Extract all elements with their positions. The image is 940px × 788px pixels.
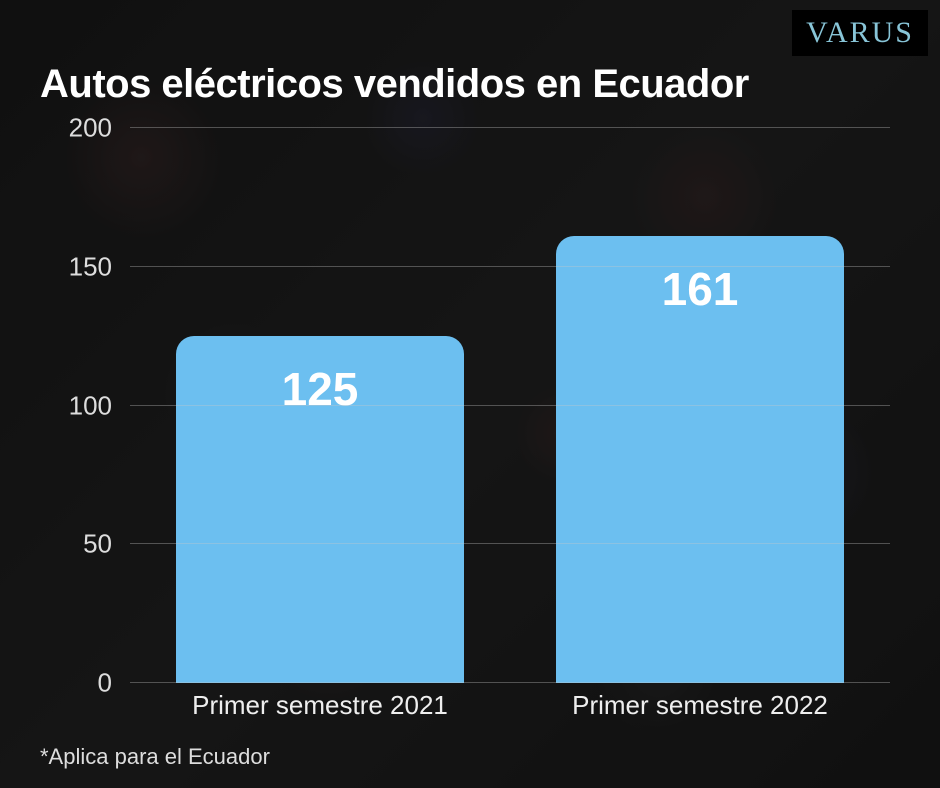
bar-slot: 161 <box>510 128 890 683</box>
chart-bar: 125 <box>176 336 465 683</box>
brand-badge: VARUS <box>792 10 928 56</box>
gridline <box>130 405 890 406</box>
x-axis-labels: Primer semestre 2021Primer semestre 2022 <box>130 690 890 721</box>
gridline <box>130 682 890 683</box>
gridline <box>130 266 890 267</box>
x-tick-label: Primer semestre 2021 <box>130 690 510 721</box>
chart-plot: 125161 050100150200 <box>130 128 890 683</box>
bar-slot: 125 <box>130 128 510 683</box>
y-tick-label: 50 <box>52 529 112 560</box>
bar-value-label: 125 <box>282 362 359 683</box>
chart-bar: 161 <box>556 236 845 683</box>
bar-value-label: 161 <box>662 262 739 683</box>
y-tick-label: 100 <box>52 390 112 421</box>
chart-footnote: *Aplica para el Ecuador <box>40 744 270 770</box>
y-tick-label: 150 <box>52 251 112 282</box>
chart-area: 125161 050100150200 <box>60 128 890 683</box>
gridline <box>130 127 890 128</box>
bars-container: 125 161 <box>130 128 890 683</box>
y-tick-label: 200 <box>52 113 112 144</box>
y-tick-label: 0 <box>52 668 112 699</box>
gridline <box>130 543 890 544</box>
x-tick-label: Primer semestre 2022 <box>510 690 890 721</box>
chart-title: Autos eléctricos vendidos en Ecuador <box>40 62 749 107</box>
